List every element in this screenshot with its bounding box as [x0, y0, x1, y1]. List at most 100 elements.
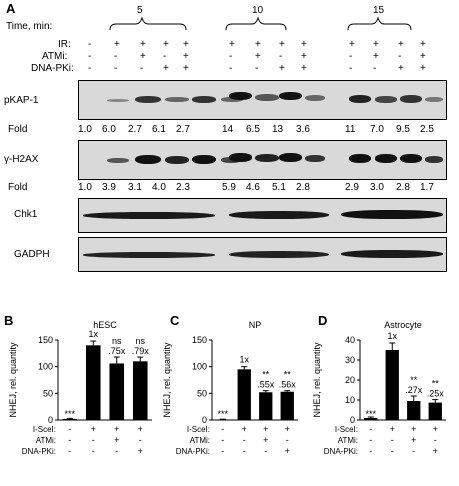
data-label: *** — [217, 409, 228, 419]
condition-mark: + — [373, 39, 379, 50]
bar — [216, 419, 230, 420]
fold-value: 13 — [272, 124, 284, 135]
condition-mark: - — [398, 51, 402, 62]
condition-mark: - — [92, 435, 95, 445]
fold-value: 6.0 — [102, 124, 116, 135]
condition-mark: - — [88, 39, 92, 50]
fold-value: 3.9 — [102, 182, 116, 193]
bar — [132, 361, 148, 420]
fold-value: 6.1 — [152, 124, 166, 135]
condition-mark: - — [221, 424, 224, 434]
condition-mark: + — [183, 39, 189, 50]
data-label: *** — [64, 409, 75, 419]
condition-mark: + — [140, 39, 146, 50]
condition-mark: + — [285, 424, 290, 434]
y-tick-label: 150 — [192, 335, 207, 345]
data-label: *** — [365, 409, 376, 419]
panel-a-label: A — [6, 1, 16, 16]
condition-mark: + — [420, 63, 426, 74]
fold-value: 7.0 — [370, 124, 384, 135]
significance-label: ** — [262, 370, 270, 380]
condition-mark: + — [183, 51, 189, 62]
fold-value: 5.1 — [272, 182, 286, 193]
condition-mark: - — [88, 51, 92, 62]
condition-label: ATMi: — [36, 436, 56, 445]
blot-label-pkap1: pKAP-1 — [4, 95, 39, 106]
condition-mark: + — [163, 63, 169, 74]
fold-value: 2.7 — [128, 124, 142, 135]
fold-annotation: .75x — [108, 346, 126, 356]
condition-mark: - — [412, 446, 415, 456]
condition-mark: + — [279, 39, 285, 50]
y-axis-label: NHEJ, rel. quantity — [312, 342, 322, 418]
condition-mark: + — [163, 39, 169, 50]
chart-title: Astrocyte — [384, 320, 422, 330]
condition-mark: - — [391, 435, 394, 445]
y-tick-label: 0 — [202, 415, 207, 425]
y-tick-label: 40 — [345, 335, 355, 345]
y-axis-label: NHEJ, rel. quantity — [162, 342, 172, 418]
bar — [259, 392, 273, 420]
panel-d-label: D — [318, 313, 328, 328]
condition-mark: - — [369, 435, 372, 445]
condition-mark: + — [420, 39, 426, 50]
condition-mark: + — [411, 435, 416, 445]
condition-mark: + — [301, 51, 307, 62]
fold-value: 5.9 — [222, 182, 236, 193]
significance-label: ns — [112, 336, 122, 346]
blot-chk1 — [78, 198, 447, 233]
y-axis-label: NHEJ, rel. quantity — [8, 342, 18, 418]
panel-b-label: B — [4, 313, 14, 328]
group-label-5: 5 — [137, 5, 143, 16]
fold-value: 9.5 — [396, 124, 410, 135]
row-label-ir: IR: — [58, 39, 71, 50]
y-tick-label: 10 — [345, 395, 355, 405]
fold-value: 3.6 — [296, 124, 310, 135]
condition-mark: - — [114, 51, 118, 62]
y-tick-label: 50 — [43, 388, 53, 398]
condition-mark: + — [114, 435, 119, 445]
condition-mark: - — [68, 435, 71, 445]
condition-mark: - — [369, 446, 372, 456]
condition-mark: + — [91, 424, 96, 434]
fold-value: 6.5 — [246, 124, 260, 135]
condition-mark: + — [433, 446, 438, 456]
condition-mark: - — [243, 435, 246, 445]
fold-value: 1.0 — [78, 124, 92, 135]
fold-value: 2.9 — [345, 182, 359, 193]
fold-value: 14 — [222, 124, 234, 135]
blot-label-chk1: Chk1 — [14, 209, 38, 220]
fold-value: 3.0 — [370, 182, 384, 193]
condition-mark: + — [138, 424, 143, 434]
condition-mark: + — [255, 51, 261, 62]
y-tick-label: 0 — [48, 415, 53, 425]
y-tick-label: 150 — [38, 335, 53, 345]
y-tick-label: 50 — [197, 388, 207, 398]
chart-title: NP — [249, 320, 262, 330]
condition-mark: - — [163, 51, 167, 62]
bar — [407, 401, 421, 420]
condition-mark: + — [373, 51, 379, 62]
condition-mark: + — [398, 39, 404, 50]
data-label: 1x — [88, 329, 98, 339]
row-label-dnapki: DNA-PKi: — [31, 63, 74, 74]
y-tick-label: 100 — [38, 362, 53, 372]
condition-mark: - — [349, 51, 353, 62]
fold-label-gh2ax: Fold — [8, 182, 28, 193]
fold-value: 11 — [345, 124, 356, 135]
fold-value: 2.7 — [176, 124, 190, 135]
condition-mark: - — [92, 446, 95, 456]
condition-label: I-SceI: — [335, 425, 358, 434]
fold-annotation: .27x — [405, 385, 423, 395]
bar — [62, 418, 78, 420]
condition-mark: + — [114, 39, 120, 50]
blot-pkap1 — [78, 80, 447, 120]
condition-mark: + — [263, 424, 268, 434]
condition-mark: - — [391, 446, 394, 456]
y-tick-label: 30 — [345, 355, 355, 365]
bar — [428, 402, 442, 420]
fold-value: 3.1 — [128, 182, 142, 193]
condition-mark: - — [264, 446, 267, 456]
